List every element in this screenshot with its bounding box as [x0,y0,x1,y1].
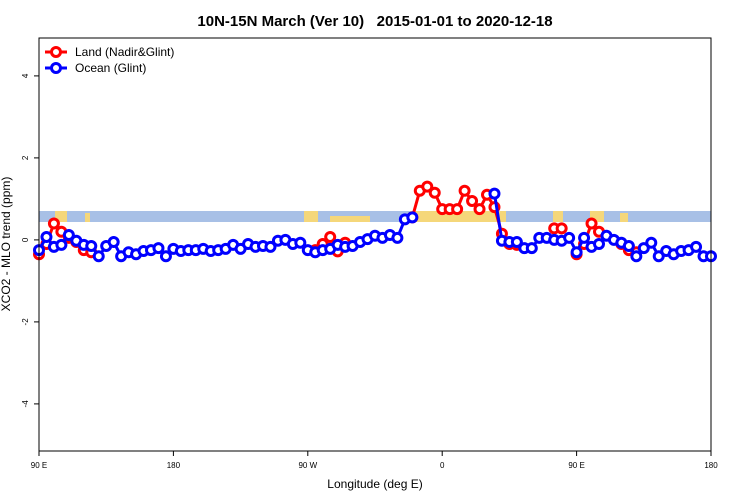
y-tick-label: -4 [21,400,30,408]
land-patch [590,211,604,222]
data-point [421,180,434,193]
plot-frame [38,37,712,452]
data-point [593,238,605,250]
data-point [555,222,568,235]
ocean-band [39,211,711,222]
data-point [585,217,598,230]
land-patch [55,211,67,222]
data-point [428,186,441,199]
data-point [570,246,583,259]
data-point [451,203,464,216]
data-point [473,203,486,216]
data-point [264,240,277,253]
x-tick-label: 90 E [31,461,47,470]
y-tick-label: 0 [21,237,30,242]
data-point [652,250,665,263]
legend-label: Ocean (Glint) [75,61,146,75]
data-point [324,231,337,244]
data-point [152,242,165,255]
data-point [630,250,643,263]
data-point [466,194,479,207]
data-point [47,217,60,230]
land-patch [410,211,506,222]
data-point [40,231,53,244]
plot: 90 E 180 90 W 0 90 E 180 -4 -2 0 2 4 Land (Nadir&Gl… [21,45,718,470]
data-point [510,235,523,248]
data-point [55,238,68,251]
x-tick-label: 180 [704,461,718,470]
x-tick-label: 0 [440,461,445,470]
land-patch [330,216,370,222]
land-patch [553,211,563,222]
x-tick-label: 90 E [568,461,584,470]
y-tick-label: 4 [21,73,30,78]
land-patch [85,213,90,222]
data-point [85,240,98,253]
data-point [62,228,75,241]
land-patch [304,211,318,222]
data-point [92,250,105,263]
data-point [391,231,404,244]
data-point [622,240,635,253]
data-point [406,211,419,224]
chart-title: 10N-15N March (Ver 10) 2015-01-01 to 202… [197,13,552,30]
land-mask [39,211,711,222]
legend-label: Land (Nadir&Glint) [75,45,174,59]
x-tick-label: 90 W [298,461,317,470]
data-point [563,231,576,244]
data-point [690,240,703,253]
y-tick-label: -2 [21,318,30,326]
y-tick-label: 2 [21,155,30,160]
data-point [488,187,501,200]
data-point [578,231,591,244]
data-point [645,236,658,249]
data-point [637,242,650,255]
data-point [525,242,538,255]
land-patch [620,213,628,222]
x-tick-label: 180 [167,461,181,470]
data-point [159,250,172,263]
data-point [107,235,120,248]
legend-marker [50,62,62,74]
y-axis-label: XCO2 - MLO trend (ppm) [0,177,13,312]
x-axis-label: Longitude (deg E) [327,477,422,491]
data-point [458,184,471,197]
data-point [294,236,307,249]
legend-marker [50,46,62,58]
